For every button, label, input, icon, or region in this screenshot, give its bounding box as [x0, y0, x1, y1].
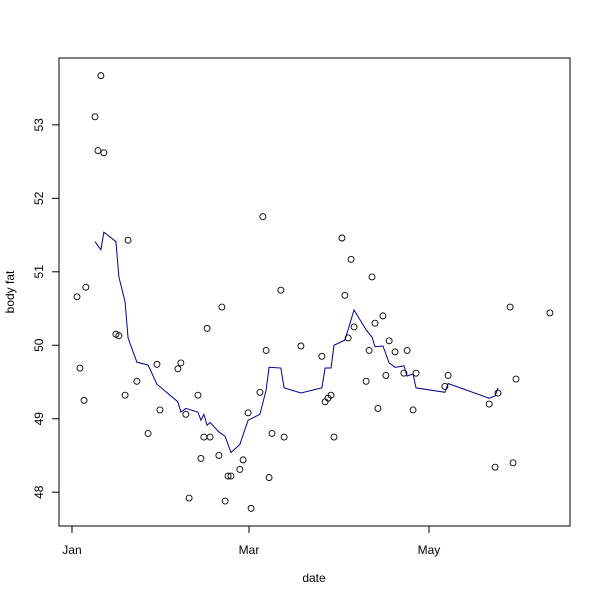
data-point: [297, 342, 305, 350]
data-point: [174, 365, 182, 373]
data-point: [403, 346, 411, 354]
data-point: [330, 433, 338, 441]
data-point: [197, 454, 205, 462]
data-point: [256, 388, 264, 396]
data-point: [338, 234, 346, 242]
data-point: [512, 375, 520, 383]
data-point: [203, 324, 211, 332]
data-point: [236, 465, 244, 473]
data-point: [94, 147, 102, 155]
plot-frame: [58, 57, 571, 527]
data-point: [368, 273, 376, 281]
data-point: [239, 456, 247, 464]
data-point: [97, 72, 105, 80]
data-point: [259, 213, 267, 221]
data-point: [244, 409, 252, 417]
data-point: [391, 348, 399, 356]
data-point: [362, 377, 370, 385]
data-point: [100, 149, 108, 157]
data-point: [441, 382, 449, 390]
y-axis-label: body fat: [3, 270, 17, 313]
y-tick-label: 48: [32, 485, 46, 499]
data-point: [485, 400, 493, 408]
data-point: [227, 472, 235, 480]
x-axis-label: date: [302, 571, 326, 585]
data-point: [265, 474, 273, 481]
data-point: [344, 334, 352, 342]
data-point: [412, 369, 420, 377]
data-point: [153, 360, 161, 368]
data-point: [379, 312, 387, 320]
data-point: [121, 391, 129, 399]
data-point: [491, 463, 499, 471]
data-point: [385, 337, 393, 345]
data-point: [91, 113, 99, 121]
data-point: [509, 459, 517, 467]
x-tick-label: May: [418, 543, 441, 557]
data-point: [277, 286, 285, 294]
y-tick-label: 49: [32, 412, 46, 426]
data-point: [177, 359, 185, 367]
data-point: [382, 371, 390, 379]
data-point: [80, 396, 88, 404]
data-point: [374, 404, 382, 412]
data-point: [224, 472, 232, 480]
data-point: [365, 346, 373, 354]
data-point: [409, 406, 417, 414]
data-point: [221, 497, 229, 505]
smooth-line: [94, 231, 499, 454]
data-point: [327, 391, 335, 399]
data-point: [215, 452, 223, 459]
data-point: [262, 346, 270, 354]
y-tick-label: 52: [32, 191, 46, 205]
data-point: [546, 309, 554, 317]
x-tick-label: Mar: [239, 543, 260, 557]
data-point: [185, 494, 193, 502]
data-point: [194, 391, 202, 399]
data-point: [124, 236, 132, 244]
data-point: [156, 406, 164, 414]
data-point: [200, 433, 208, 441]
data-point: [280, 433, 288, 441]
data-point: [144, 429, 152, 437]
data-point: [318, 352, 326, 360]
data-point: [494, 389, 502, 397]
data-point: [76, 364, 84, 372]
data-point: [218, 303, 226, 311]
data-point: [268, 429, 276, 437]
y-tick-label: 50: [32, 338, 46, 352]
data-point: [115, 332, 123, 340]
data-point: [371, 319, 379, 327]
y-tick-label: 51: [32, 265, 46, 279]
y-tick-label: 53: [32, 118, 46, 132]
data-point: [182, 410, 190, 418]
data-point: [506, 303, 514, 311]
data-point: [82, 283, 90, 291]
data-point: [341, 291, 349, 299]
data-point: [350, 323, 358, 331]
x-tick-label: Jan: [62, 543, 81, 557]
data-point: [206, 433, 214, 441]
data-point: [73, 293, 81, 301]
data-point: [247, 504, 255, 512]
data-point: [444, 371, 452, 379]
data-point: [133, 377, 141, 385]
data-point: [400, 369, 408, 377]
data-point: [347, 255, 355, 263]
